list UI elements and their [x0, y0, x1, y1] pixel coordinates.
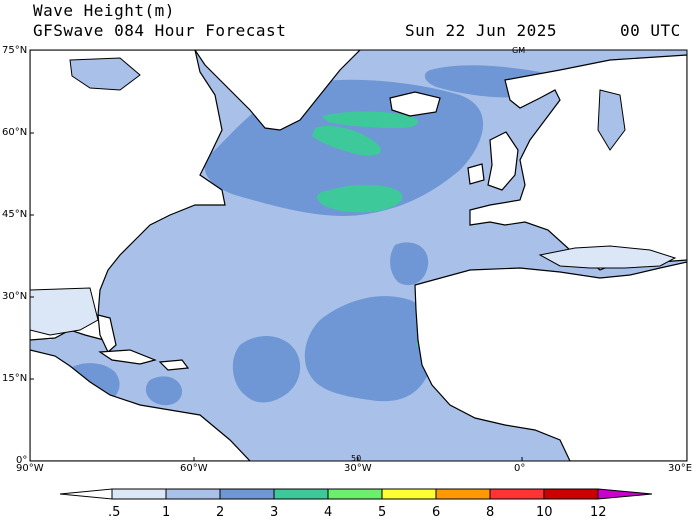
lat-label-45n: 45°N	[2, 209, 28, 220]
colorbar-label: .5	[108, 505, 121, 520]
lat-label-30n: 30°N	[2, 291, 28, 302]
forecast-time: 00 UTC	[620, 21, 681, 40]
lon-label-30e: 30°E	[668, 463, 693, 474]
colorbar-bin-1-2	[165, 488, 221, 500]
colorbar-label: 8	[486, 505, 495, 520]
colorbar-label: 3	[270, 505, 279, 520]
mediterranean-sea	[538, 245, 677, 269]
lat-label-60n: 60°N	[2, 127, 28, 138]
colorbar-label: 1	[162, 505, 171, 520]
colorbar-label: 10	[536, 505, 553, 520]
gulf-of-mexico	[30, 287, 99, 336]
colorbar-label: 12	[590, 505, 607, 520]
colorbar-label: 4	[324, 505, 333, 520]
baltic-sea	[597, 89, 626, 151]
lat-label-75n: 75°N	[2, 45, 28, 56]
axis-ticks	[30, 132, 523, 461]
equator-mark: 50	[351, 454, 362, 463]
colorbar-arrow-low	[59, 488, 113, 500]
colorbar-bin-5-6	[381, 488, 437, 500]
colorbar	[59, 488, 653, 500]
lon-label-60w: 60°W	[180, 463, 208, 474]
lat-label-0: 0°	[16, 455, 28, 466]
colorbar-bin-4-5	[327, 488, 383, 500]
colorbar-bin-05-1	[111, 488, 167, 500]
hudson-bay	[69, 57, 141, 91]
colorbar-label: 2	[216, 505, 225, 520]
colorbar-label: 5	[378, 505, 387, 520]
colorbar-bin-8-10	[489, 488, 545, 500]
lat-label-15n: 15°N	[2, 373, 28, 384]
colorbar-bin-3-4	[273, 488, 329, 500]
land-masses	[30, 50, 687, 461]
lon-label-90w: 90°W	[16, 463, 44, 474]
wave-field-3-4m	[198, 111, 424, 348]
forecast-date: Sun 22 Jun 2025	[405, 21, 557, 40]
colorbar-bin-2-3	[219, 488, 275, 500]
greenwich-mark: GM	[512, 46, 526, 55]
lon-label-30w: 30°W	[344, 463, 372, 474]
colorbar-arrow-high	[597, 488, 653, 500]
map-subtitle: GFSwave 084 Hour Forecast	[33, 21, 287, 40]
lon-label-0: 0°	[514, 463, 526, 474]
colorbar-label: 6	[432, 505, 441, 520]
map-title: Wave Height(m)	[33, 1, 175, 20]
colorbar-bin-10-12	[543, 488, 599, 500]
colorbar-bin-6-8	[435, 488, 491, 500]
